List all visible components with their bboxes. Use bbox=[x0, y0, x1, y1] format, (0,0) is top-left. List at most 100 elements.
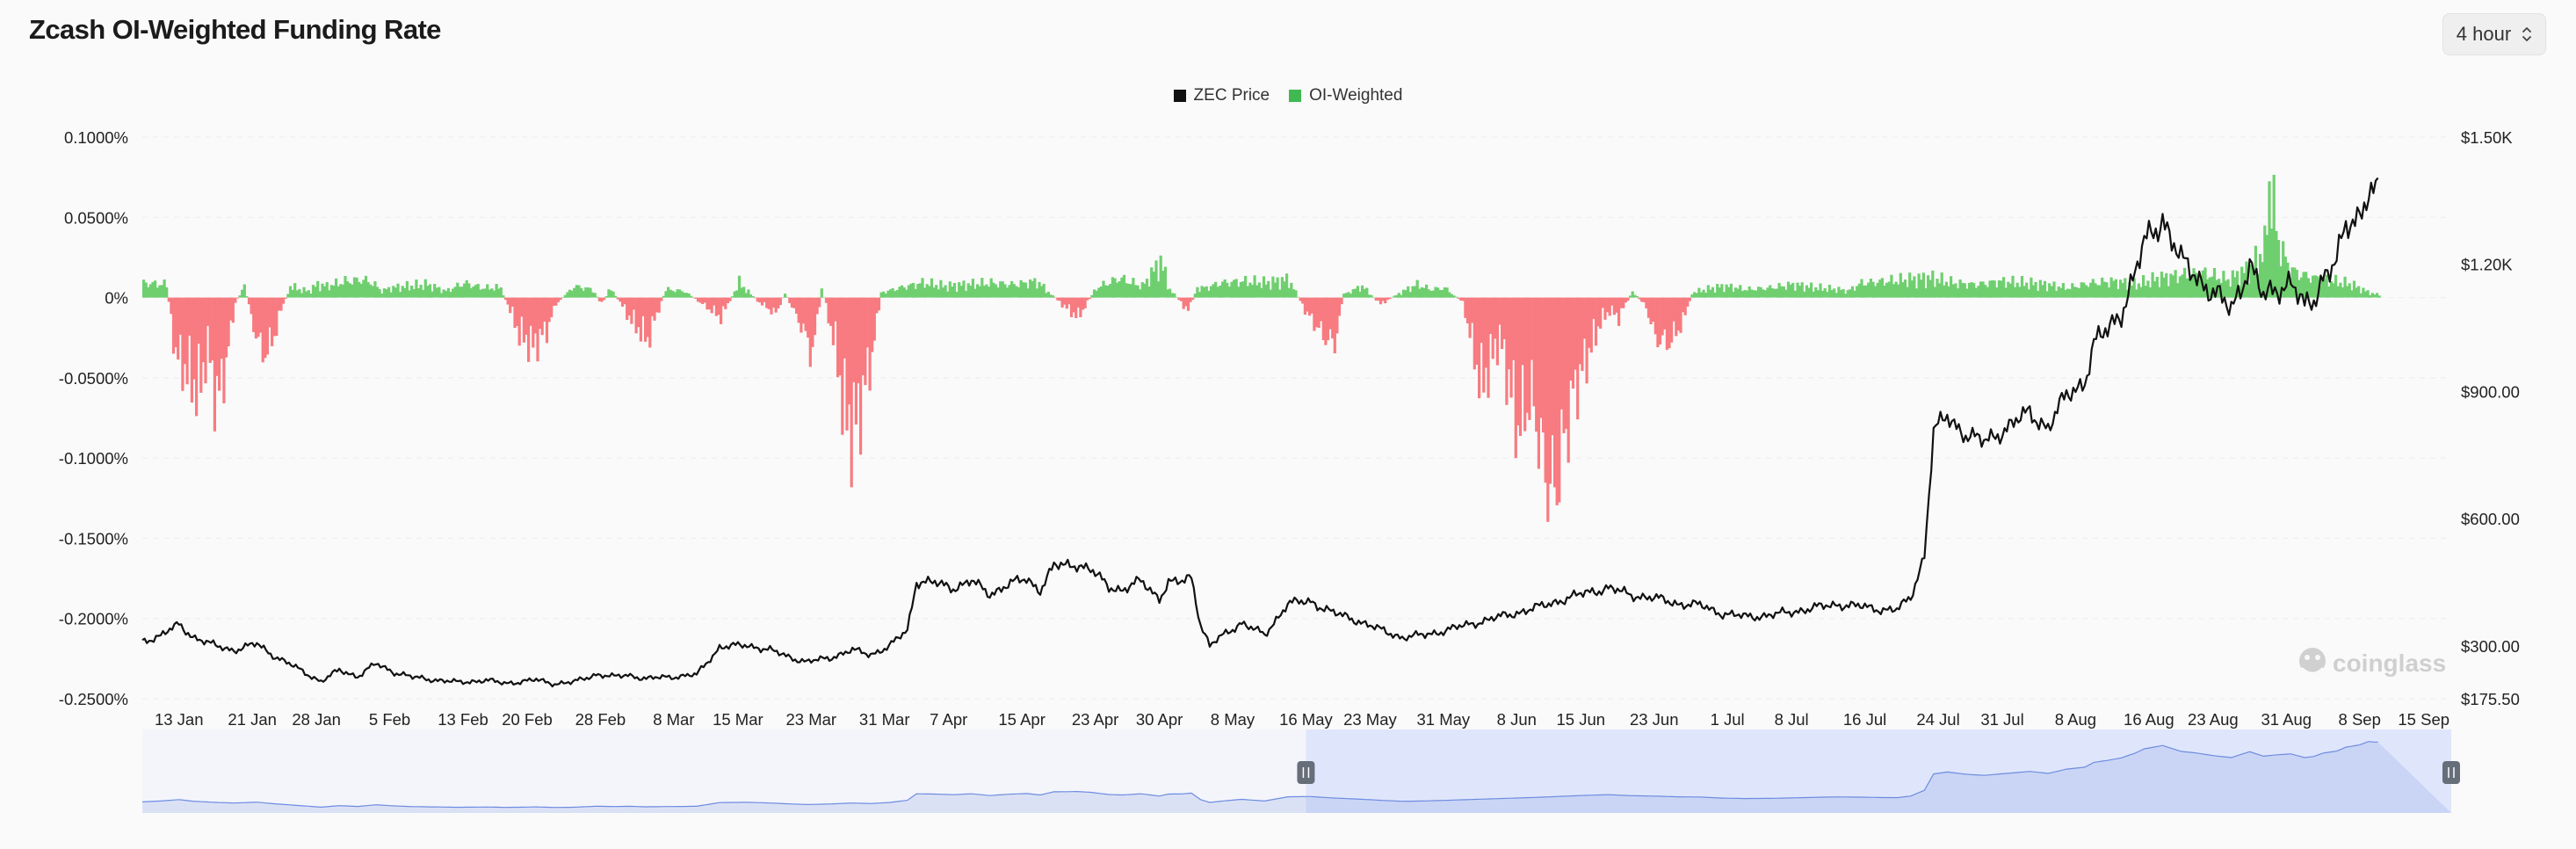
funding-bar-negative bbox=[800, 297, 803, 333]
funding-bar-positive bbox=[389, 292, 393, 298]
funding-bar-negative bbox=[841, 297, 844, 435]
funding-bar-positive bbox=[1921, 272, 1925, 298]
funding-bar-positive bbox=[1452, 295, 1456, 298]
navigator-handle-left[interactable] bbox=[1297, 761, 1315, 784]
funding-bar-positive bbox=[2171, 275, 2175, 298]
funding-bar-positive bbox=[1005, 287, 1009, 298]
funding-bar-negative bbox=[185, 297, 189, 385]
funding-bar-positive bbox=[1354, 288, 1357, 298]
funding-bar-negative bbox=[871, 297, 874, 352]
funding-bar-negative bbox=[1649, 297, 1653, 324]
funding-bar-positive bbox=[1163, 266, 1167, 298]
funding-bar-negative bbox=[1569, 297, 1573, 381]
left-axis-tick: 0.1000% bbox=[64, 128, 128, 147]
funding-bar-negative bbox=[522, 297, 525, 343]
x-axis-ticks: 13 Jan 21 Jan 28 Jan 5 Feb 13 Feb 20 Feb 28 Fe… bbox=[155, 710, 2449, 729]
funding-bar-positive bbox=[2352, 280, 2356, 298]
funding-bar-positive bbox=[2272, 174, 2276, 298]
funding-bar-positive bbox=[591, 292, 595, 298]
funding-bar-negative bbox=[539, 297, 542, 330]
funding-bar-positive bbox=[568, 289, 572, 298]
funding-bar-positive bbox=[1397, 293, 1400, 298]
x-axis-tick: 23 Jun bbox=[1630, 710, 1679, 729]
legend-swatch-price bbox=[1173, 90, 1186, 102]
interval-select[interactable]: 4 hour bbox=[2442, 13, 2546, 55]
funding-bar-negative bbox=[1471, 297, 1474, 323]
x-axis-tick: 15 Mar bbox=[713, 710, 763, 729]
funding-bar-negative bbox=[1065, 297, 1068, 309]
funding-bar-positive bbox=[339, 284, 343, 298]
funding-bar-positive bbox=[1874, 286, 1878, 298]
x-axis-tick: 31 Mar bbox=[859, 710, 910, 729]
funding-bar-negative bbox=[788, 297, 792, 303]
funding-bar-positive bbox=[2165, 272, 2168, 298]
funding-bar-negative bbox=[1328, 297, 1332, 330]
funding-bar-positive bbox=[2282, 241, 2285, 298]
funding-bar-positive bbox=[352, 277, 357, 298]
legend-item-funding[interactable]: OI-Weighted bbox=[1289, 86, 1402, 105]
funding-bar-positive bbox=[2125, 289, 2129, 298]
funding-bar-positive bbox=[1269, 289, 1272, 298]
funding-bar-positive bbox=[300, 293, 304, 298]
funding-bar-positive bbox=[2105, 282, 2109, 298]
right-axis-tick: $175.50 bbox=[2461, 690, 2520, 708]
funding-bar-negative bbox=[648, 297, 652, 348]
funding-bar-positive bbox=[988, 287, 991, 298]
funding-bar-positive bbox=[563, 294, 567, 298]
funding-bar-negative bbox=[603, 297, 606, 301]
funding-bar-positive bbox=[1161, 271, 1165, 298]
funding-bar-positive bbox=[293, 283, 297, 298]
funding-bar-positive bbox=[1693, 292, 1697, 298]
funding-bar-positive bbox=[584, 287, 588, 298]
funding-bar-positive bbox=[2332, 283, 2335, 298]
funding-bar-positive bbox=[1856, 286, 1859, 298]
funding-bar-negative bbox=[623, 297, 626, 305]
funding-bar-negative bbox=[813, 297, 817, 336]
funding-bar-negative bbox=[1676, 297, 1680, 331]
funding-bar-negative bbox=[1581, 297, 1584, 372]
funding-bar-positive bbox=[2348, 283, 2351, 298]
funding-bar-negative bbox=[653, 297, 656, 321]
funding-bar-positive bbox=[1997, 280, 2001, 298]
funding-bar-negative bbox=[1303, 297, 1306, 315]
funding-bar-positive bbox=[2323, 279, 2326, 298]
funding-bar-negative bbox=[1622, 297, 1625, 308]
funding-bar-positive bbox=[336, 286, 340, 298]
funding-bar-positive bbox=[1988, 280, 1992, 298]
funding-bar-positive bbox=[335, 278, 338, 298]
funding-bar-positive bbox=[1106, 286, 1110, 298]
funding-bar-positive bbox=[1102, 280, 1105, 298]
funding-bar-negative bbox=[554, 297, 558, 306]
funding-bar-positive bbox=[1253, 275, 1256, 298]
funding-bar-positive bbox=[2176, 283, 2180, 298]
x-axis-tick: 23 Mar bbox=[785, 710, 836, 729]
funding-bar-negative bbox=[1642, 297, 1646, 302]
funding-bar-positive bbox=[1230, 281, 1234, 298]
funding-bar-positive bbox=[1147, 286, 1151, 298]
right-axis-tick: $300.00 bbox=[2461, 637, 2520, 656]
funding-bar-positive bbox=[2112, 280, 2116, 298]
funding-bar-negative bbox=[864, 297, 867, 386]
funding-bar-positive bbox=[1248, 282, 1252, 298]
legend-item-price[interactable]: ZEC Price bbox=[1173, 86, 1270, 105]
funding-bar-positive bbox=[2231, 270, 2234, 298]
funding-bar-positive bbox=[2098, 285, 2102, 298]
funding-bar-negative bbox=[772, 297, 776, 308]
funding-bar-negative bbox=[1592, 297, 1596, 319]
funding-bar-positive bbox=[989, 278, 993, 298]
funding-bar-positive bbox=[1125, 283, 1128, 298]
funding-bar-positive bbox=[575, 285, 578, 298]
navigator-handle-right[interactable] bbox=[2442, 761, 2460, 784]
funding-bar-negative bbox=[655, 297, 659, 313]
funding-bar-positive bbox=[1757, 287, 1761, 298]
funding-bar-positive bbox=[2007, 281, 2010, 298]
funding-bar-positive bbox=[1267, 280, 1270, 298]
funding-bar-negative bbox=[513, 297, 517, 329]
funding-bar-positive bbox=[1993, 280, 1996, 298]
funding-bar-positive bbox=[1718, 287, 1721, 298]
range-navigator[interactable] bbox=[141, 729, 2460, 813]
funding-bar-negative bbox=[767, 297, 771, 309]
funding-bar-negative bbox=[1320, 297, 1323, 322]
funding-bar-negative bbox=[545, 297, 549, 344]
funding-bar-positive bbox=[1090, 294, 1094, 298]
